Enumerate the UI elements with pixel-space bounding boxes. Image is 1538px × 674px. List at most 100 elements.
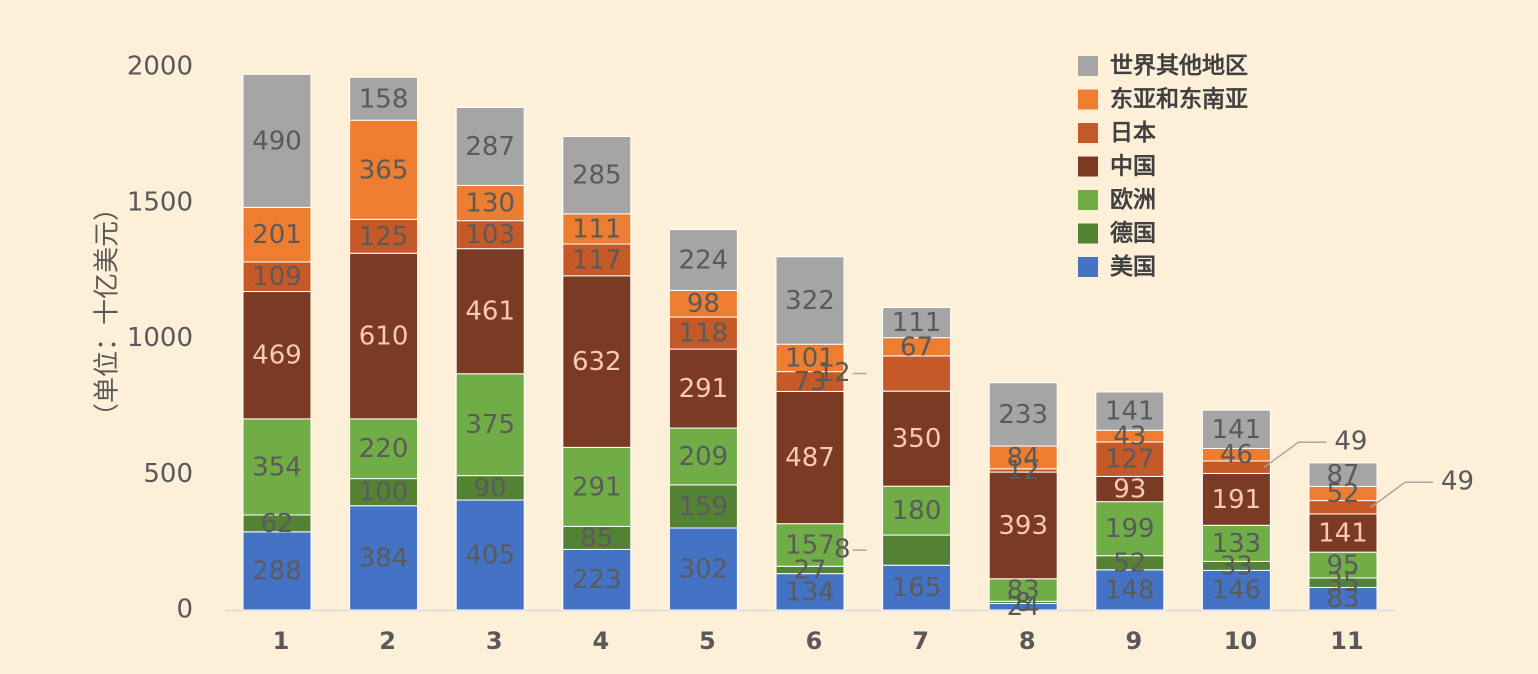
bar-segment — [882, 534, 952, 566]
bar-segment — [1095, 569, 1165, 611]
data-label: 291 — [572, 472, 622, 502]
x-tick-label: 8 — [1019, 627, 1036, 655]
bar-segment — [1308, 551, 1378, 579]
legend-label: 世界其他地区 — [1110, 52, 1248, 79]
data-label: 118 — [679, 319, 729, 349]
data-label: 117 — [572, 245, 622, 275]
data-label: 354 — [252, 452, 302, 482]
bar-segment — [1095, 391, 1165, 431]
data-label: 83 — [1326, 584, 1359, 614]
callout-leader — [1263, 441, 1327, 468]
data-label: 85 — [580, 523, 613, 553]
bar-segment — [349, 418, 419, 480]
bar-segment — [882, 390, 952, 487]
data-label: 98 — [687, 289, 720, 319]
bar-segment — [668, 484, 738, 529]
data-label: 384 — [359, 543, 409, 573]
data-label: 157 — [785, 530, 835, 560]
bar-segment — [455, 184, 525, 222]
bar-segment — [349, 478, 419, 507]
bar-segment — [1095, 501, 1165, 557]
legend-swatch — [1078, 190, 1098, 210]
data-label: 33 — [1220, 551, 1253, 581]
callout-label: 49 — [1334, 427, 1367, 457]
data-label: 73 — [793, 367, 826, 397]
data-label: 101 — [785, 343, 835, 373]
data-label: 125 — [359, 222, 409, 252]
bar-segment — [562, 243, 632, 277]
bar-segment — [455, 220, 525, 250]
data-label: 610 — [359, 322, 409, 352]
bar-segment — [562, 275, 632, 448]
data-label: 199 — [1105, 514, 1155, 544]
data-label: 224 — [679, 246, 729, 276]
legend-item: 东亚和东南亚 — [1078, 86, 1248, 113]
data-label: 103 — [465, 220, 515, 250]
data-label: 350 — [892, 424, 942, 454]
legend-swatch — [1078, 223, 1098, 244]
legend-label: 东亚和东南亚 — [1110, 86, 1248, 113]
data-label: 159 — [679, 492, 729, 522]
data-label: 83 — [1007, 576, 1040, 606]
data-label: 632 — [572, 347, 622, 377]
bar-segment — [455, 475, 525, 501]
bar-segment — [349, 119, 419, 220]
data-label: 133 — [1212, 529, 1262, 559]
plot-area: 0500100015002000288623544691092014901384… — [127, 52, 1474, 656]
data-label: 288 — [252, 556, 302, 586]
data-label: 87 — [1326, 460, 1359, 490]
data-label: 46 — [1220, 440, 1253, 470]
x-tick-label: 5 — [699, 627, 716, 655]
bar-segment — [242, 418, 312, 516]
legend-item: 美国 — [1078, 253, 1156, 280]
bar-segment — [882, 485, 952, 536]
data-label: 490 — [252, 126, 302, 156]
data-label: 201 — [252, 220, 302, 250]
bar-segment — [562, 548, 632, 611]
data-label: 95 — [1326, 551, 1359, 581]
y-tick-label: 2000 — [127, 52, 193, 82]
bar-segment — [1308, 462, 1378, 487]
x-tick-label: 7 — [912, 627, 929, 655]
data-label: 134 — [785, 577, 835, 607]
y-axis-label: （单位：十亿美元） — [93, 195, 123, 429]
bar-segment — [775, 573, 845, 611]
data-label: 209 — [679, 442, 729, 472]
legend-swatch — [1078, 123, 1098, 143]
data-label: 141 — [1318, 519, 1368, 549]
bar-segment — [562, 136, 632, 215]
legend-label: 德国 — [1110, 220, 1156, 247]
bar-segment — [882, 564, 952, 611]
data-label: 302 — [679, 555, 729, 585]
data-label: 141 — [1105, 397, 1155, 427]
bar-segment — [562, 446, 632, 527]
data-label: 405 — [465, 541, 515, 571]
y-tick-label: 500 — [143, 459, 193, 489]
y-tick-label: 1500 — [127, 187, 193, 217]
data-label: 365 — [359, 155, 409, 185]
bar-segment — [242, 531, 312, 611]
bar-segment — [349, 505, 419, 611]
data-label: 8 — [1015, 588, 1032, 618]
data-label: 141 — [1212, 415, 1262, 445]
bar-segment — [455, 373, 525, 477]
data-label: 158 — [359, 84, 409, 114]
legend-swatch — [1078, 56, 1098, 76]
data-label: 469 — [252, 341, 302, 371]
bar-segment — [988, 471, 1058, 580]
bar-segment — [668, 229, 738, 291]
x-tick-label: 9 — [1125, 627, 1142, 655]
data-label: 100 — [359, 478, 409, 508]
data-label: 93 — [1113, 475, 1146, 505]
data-label: 67 — [900, 332, 933, 362]
data-label: 84 — [1007, 443, 1040, 473]
data-label: 111 — [572, 214, 622, 244]
legend-item: 世界其他地区 — [1078, 52, 1248, 79]
y-tick-label: 1000 — [127, 323, 193, 353]
bar-segment — [1201, 409, 1271, 449]
data-label: 223 — [572, 565, 622, 595]
legend-item: 德国 — [1078, 220, 1156, 247]
x-tick-label: 4 — [592, 627, 609, 655]
